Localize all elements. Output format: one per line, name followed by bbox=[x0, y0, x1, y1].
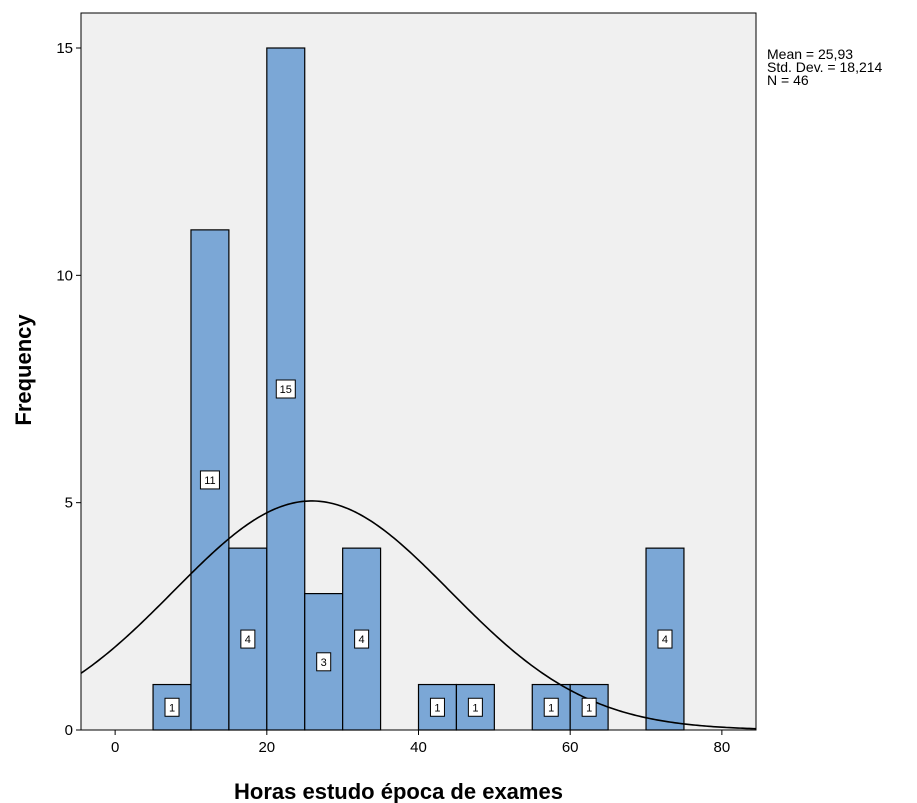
bar-label: 1 bbox=[434, 702, 440, 714]
bar-label: 4 bbox=[662, 634, 668, 646]
bar-label-box bbox=[164, 697, 180, 717]
stats-box: Mean = 25,93 Std. Dev. = 18,214 N = 46 bbox=[767, 46, 883, 88]
bar-label-box bbox=[240, 629, 256, 649]
bar-label-box bbox=[581, 697, 597, 717]
x-tick-label: 80 bbox=[714, 739, 731, 756]
bar-label-box bbox=[275, 379, 296, 399]
x-tick-label: 40 bbox=[410, 739, 427, 756]
bar-label: 11 bbox=[204, 475, 215, 487]
x-tick-label: 20 bbox=[258, 739, 275, 756]
bar-label-box bbox=[429, 697, 445, 717]
axes-group: 0 20 40 60 80 0 5 10 15 bbox=[56, 12, 757, 756]
x-axis-label: Horas estudo época de exames bbox=[234, 779, 563, 803]
normal-curve bbox=[80, 500, 757, 730]
bar-label: 1 bbox=[472, 702, 478, 714]
y-tick-label: 0 bbox=[65, 722, 73, 739]
x-tick-label: 60 bbox=[562, 739, 579, 756]
y-axis-label: Frequency bbox=[11, 314, 36, 426]
stats-n: N = 46 bbox=[767, 72, 809, 88]
bar-label: 4 bbox=[359, 634, 365, 646]
stats-mean: Mean = 25,93 bbox=[767, 46, 854, 62]
bar-label: 1 bbox=[548, 702, 554, 714]
bar-label: 4 bbox=[245, 634, 251, 646]
bar-label-box bbox=[467, 697, 483, 717]
bar-label: 3 bbox=[321, 657, 327, 669]
bar-label-box bbox=[657, 629, 673, 649]
bar-label: 15 bbox=[280, 384, 292, 396]
bar-label: 1 bbox=[169, 702, 175, 714]
stats-std-dev: Std. Dev. = 18,214 bbox=[767, 59, 883, 75]
y-tick-label: 15 bbox=[56, 40, 73, 57]
bar-label-box bbox=[543, 697, 559, 717]
bar-label-box bbox=[354, 629, 370, 649]
x-tick-label: 0 bbox=[111, 739, 119, 756]
bar-label-box bbox=[199, 470, 220, 490]
bar-label-box bbox=[316, 652, 332, 672]
y-tick-label: 5 bbox=[65, 495, 73, 512]
bar-label: 1 bbox=[586, 702, 592, 714]
y-tick-label: 10 bbox=[56, 267, 73, 284]
